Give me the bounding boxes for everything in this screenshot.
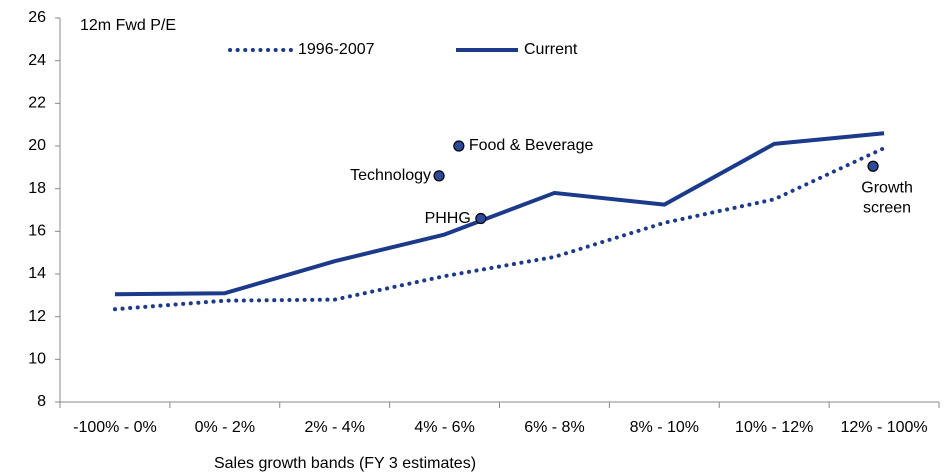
x-tick-label: 8% - 10%	[630, 419, 699, 436]
point	[453, 140, 465, 152]
y-axis-title: 12m Fwd P/E	[80, 17, 176, 34]
series-line	[114, 131, 885, 297]
point-label: Growth screen	[861, 179, 913, 216]
x-tick-label: 4% - 6%	[414, 419, 474, 436]
y-tick-label: 22	[28, 95, 46, 112]
point-label: Technology	[350, 167, 431, 184]
point	[433, 170, 445, 182]
x-tick-label: 12% - 100%	[840, 419, 927, 436]
y-tick-label: 8	[37, 393, 46, 410]
y-tick-label: 20	[28, 137, 46, 154]
y-tick-label: 24	[28, 52, 46, 69]
x-tick-label: 0% - 2%	[195, 419, 255, 436]
point	[867, 160, 879, 172]
y-tick-label: 16	[28, 223, 46, 240]
x-tick-label: 10% - 12%	[735, 419, 813, 436]
x-tick-label: 6% - 8%	[524, 419, 584, 436]
point-label: Food & Beverage	[469, 137, 594, 154]
y-tick-label: 10	[28, 351, 46, 368]
point-label: PHHG	[425, 210, 471, 227]
x-tick-label: -100% - 0%	[73, 419, 157, 436]
y-tick-label: 26	[28, 9, 46, 26]
point	[475, 212, 487, 225]
x-axis-title: Sales growth bands (FY 3 estimates)	[214, 455, 476, 472]
y-tick-label: 18	[28, 180, 46, 197]
series-line	[112, 146, 887, 312]
legend-label: 1996-2007	[298, 41, 375, 58]
y-tick-label: 14	[28, 265, 46, 282]
y-tick-label: 12	[28, 308, 46, 325]
x-tick-label: 2% - 4%	[304, 419, 364, 436]
legend-label: Current	[524, 41, 578, 58]
